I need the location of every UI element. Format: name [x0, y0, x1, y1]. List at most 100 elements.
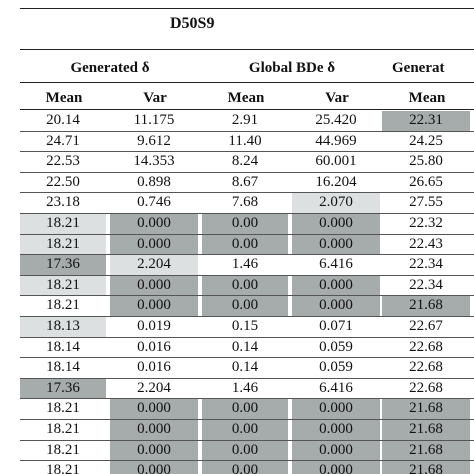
table-cell-generated2-mean: 22.43	[409, 235, 443, 252]
table-cell-global-bde-var: 16.204	[315, 173, 357, 190]
table-cell-generated-var: 0.000	[110, 461, 198, 474]
row-divider	[20, 377, 474, 379]
row-divider	[20, 336, 474, 338]
column-header-generated-var: Var	[143, 90, 167, 106]
table-cell-global-bde-var: 0.000	[292, 440, 380, 461]
table-cell-global-bde-mean: 1.46	[231, 379, 259, 396]
table-cell-generated-var: 0.000	[110, 214, 198, 234]
table-cell-generated-var: 14.353	[133, 153, 175, 170]
table-cell-generated-mean: 18.13	[20, 317, 106, 337]
table-cell-generated-var: 0.898	[137, 173, 171, 190]
table-cell-generated2-mean: 21.68	[382, 461, 470, 474]
group-header-generated: Generated δ	[70, 60, 150, 76]
table-cell-global-bde-var: 0.000	[292, 296, 380, 316]
table-cell-generated2-mean: 21.68	[382, 440, 470, 461]
table-cell-generated-mean: 18.21	[20, 234, 106, 255]
table-cell-generated2-mean: 22.31	[382, 111, 470, 131]
row-divider	[20, 171, 474, 173]
table-cell-global-bde-var: 0.000	[292, 461, 380, 474]
table-cell-global-bde-mean: 0.00	[202, 399, 288, 419]
row-divider	[20, 130, 474, 132]
table-cell-generated-mean: 17.36	[20, 378, 106, 399]
table-cell-global-bde-var: 6.416	[319, 379, 353, 396]
table-cell-generated-var: 0.000	[110, 275, 198, 296]
table-cell-generated-mean: 18.21	[46, 297, 80, 314]
table-cell-global-bde-mean: 11.40	[228, 132, 262, 149]
table-cell-generated-mean: 17.36	[20, 255, 106, 275]
row-divider	[20, 233, 474, 235]
table-cell-global-bde-var: 0.071	[319, 318, 353, 334]
table-cell-global-bde-mean: 0.00	[202, 461, 288, 474]
table-cell-generated-var: 0.016	[137, 338, 171, 355]
table-cell-generated-var: 0.016	[137, 359, 171, 376]
table-cell-global-bde-var: 6.416	[319, 256, 353, 273]
table-cell-global-bde-var: 0.059	[319, 359, 353, 376]
table-cell-generated2-mean: 21.68	[382, 296, 470, 316]
group-rule	[20, 82, 474, 83]
table-cell-generated2-mean: 27.55	[409, 194, 443, 211]
table-cell-generated-var: 2.204	[137, 379, 171, 396]
row-divider	[20, 295, 474, 297]
table-cell-global-bde-var: 44.969	[315, 132, 357, 149]
column-header-global-bde-mean: Mean	[227, 90, 265, 106]
table-cell-global-bde-mean: 0.00	[202, 440, 288, 461]
table-cell-global-bde-mean: 0.00	[202, 214, 288, 234]
table-cell-generated2-mean: 22.32	[409, 215, 443, 231]
table-cell-generated2-mean: 25.80	[409, 153, 443, 170]
row-divider	[20, 316, 474, 317]
group-header-global-bde: Global BDe δ	[248, 60, 336, 76]
table-cell-global-bde-mean: 0.14	[231, 359, 259, 376]
table-cell-generated-mean: 22.53	[46, 153, 80, 170]
table-cell-generated-mean: 18.21	[46, 441, 80, 458]
row-divider	[20, 192, 474, 194]
table-cell-generated-mean: 18.14	[46, 359, 80, 376]
table-cell-generated-var: 0.000	[110, 234, 198, 255]
table-cell-generated2-mean: 24.25	[409, 132, 443, 149]
table-cell-generated2-mean: 22.34	[409, 276, 443, 293]
table-cell-global-bde-mean: 0.15	[231, 318, 259, 334]
table-cell-generated-mean: 18.21	[46, 421, 80, 437]
table-cell-global-bde-var: 25.420	[315, 112, 357, 128]
table-cell-generated2-mean: 21.68	[382, 420, 470, 440]
table-cell-global-bde-mean: 0.00	[202, 234, 288, 255]
column-header-generated2-mean: Mean	[408, 90, 446, 106]
title-rule	[20, 49, 474, 50]
table-cell-generated-mean: 18.21	[20, 275, 106, 296]
row-divider	[20, 419, 474, 420]
table-cell-generated2-mean: 22.67	[409, 318, 443, 334]
table-cell-generated-mean: 22.50	[46, 173, 80, 190]
row-divider	[20, 151, 474, 153]
table-cell-global-bde-mean: 0.00	[202, 275, 288, 296]
table-cell-generated2-mean: 22.68	[409, 379, 443, 396]
table-cell-generated2-mean: 26.65	[409, 173, 443, 190]
table-cell-generated-var: 11.175	[133, 112, 175, 128]
table-cell-generated2-mean: 22.68	[409, 359, 443, 376]
table-cell-global-bde-mean: 8.67	[231, 173, 259, 190]
table-title: D50S9	[170, 15, 215, 32]
table-cell-generated-mean: 18.21	[46, 400, 80, 417]
table-cell-generated-var: 9.612	[137, 132, 171, 149]
table-cell-generated-mean: 18.14	[46, 338, 80, 355]
table-cell-generated-mean: 18.21	[46, 462, 80, 474]
table-cell-generated-var: 0.000	[110, 399, 198, 419]
row-divider	[20, 439, 474, 441]
table-cell-global-bde-var: 0.000	[292, 420, 380, 440]
table-cell-global-bde-mean: 1.46	[231, 256, 259, 273]
table-cell-global-bde-var: 0.000	[292, 214, 380, 234]
table-cell-global-bde-mean: 0.00	[202, 296, 288, 316]
row-divider	[20, 460, 474, 462]
table-cell-generated2-mean: 22.68	[409, 338, 443, 355]
table-cell-global-bde-mean: 8.24	[231, 153, 259, 170]
table-cell-generated-mean: 18.21	[20, 214, 106, 234]
row-divider	[20, 357, 474, 359]
table-cell-generated-var: 0.000	[110, 296, 198, 316]
table-cell-generated-mean: 23.18	[46, 194, 80, 211]
table-cell-generated-var: 0.000	[110, 440, 198, 461]
table-cell-global-bde-mean: 7.68	[231, 194, 259, 211]
table-cell-generated-var: 0.746	[137, 194, 171, 211]
row-divider	[20, 274, 474, 276]
group-header-generated-2: Generat	[392, 60, 445, 76]
table-cell-generated-mean: 20.14	[46, 112, 80, 128]
table-cell-generated-mean: 24.71	[46, 132, 80, 149]
table-cell-global-bde-mean: 2.91	[231, 112, 259, 128]
